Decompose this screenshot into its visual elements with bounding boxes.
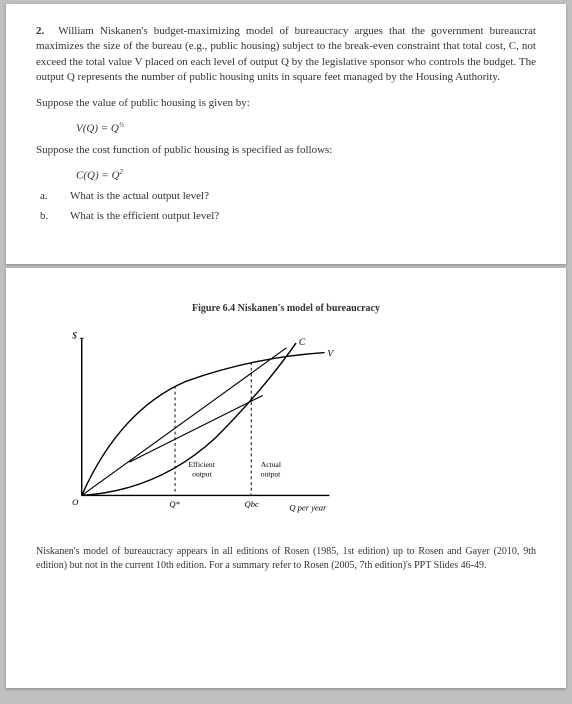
qbc-label: Qbc <box>245 499 259 509</box>
slope-line <box>129 395 262 462</box>
tangent-line <box>82 348 287 496</box>
qstar-label: Q* <box>169 499 180 509</box>
question-intro: 2.William Niskanen's budget-maximizing m… <box>36 24 536 86</box>
page-top: 2.William Niskanen's budget-maximizing m… <box>6 4 566 264</box>
part-b: b.What is the efficient output level? <box>40 210 536 222</box>
origin-label: O <box>72 497 78 507</box>
intro-text: William Niskanen's budget-maximizing mod… <box>36 25 536 83</box>
footnote-text: Niskanen's model of bureaucracy appears … <box>36 545 536 573</box>
cost-equation: C(Q) = Q2 <box>76 168 536 182</box>
actual-label2: output <box>261 469 281 478</box>
page-bottom: Figure 6.4 Niskanen's model of bureaucra… <box>6 268 566 688</box>
suppose-value: Suppose the value of public housing is g… <box>36 96 536 111</box>
value-equation: V(Q) = Q½ <box>76 121 536 135</box>
figure-title: Figure 6.4 Niskanen's model of bureaucra… <box>36 303 536 314</box>
c-label: C <box>299 338 306 348</box>
actual-label1: Actual <box>261 460 281 469</box>
part-a: a.What is the actual output level? <box>40 190 536 202</box>
niskanen-chart: $ C V O Q* Qbc Q per year Efficient outp… <box>36 324 356 524</box>
efficient-label2: output <box>192 469 212 478</box>
y-axis-label: $ <box>72 330 77 341</box>
v-label: V <box>327 349 334 359</box>
efficient-label1: Efficient <box>188 460 215 469</box>
question-number: 2. <box>36 25 44 37</box>
x-axis-label: Q per year <box>289 503 327 513</box>
suppose-cost: Suppose the cost function of public hous… <box>36 143 536 158</box>
